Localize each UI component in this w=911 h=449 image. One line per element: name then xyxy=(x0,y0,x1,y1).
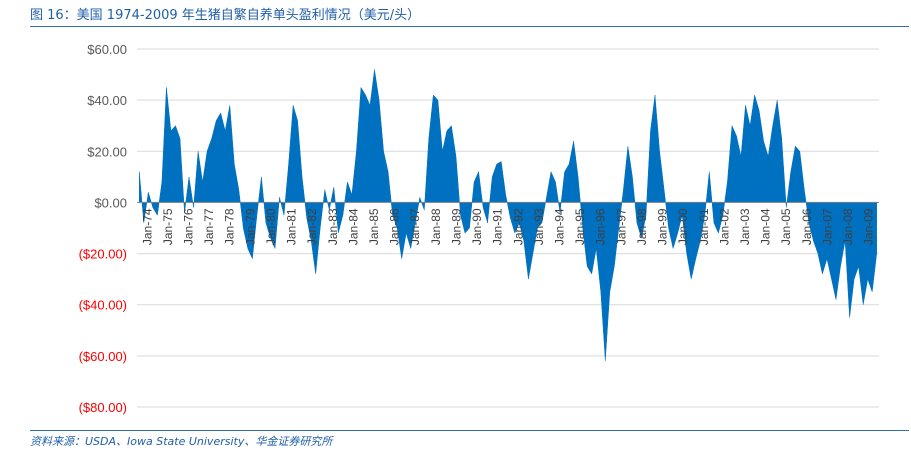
x-tick-label: Jan-79 xyxy=(243,208,257,245)
x-tick-label: Jan-86 xyxy=(388,208,402,245)
y-tick-label: ($80.00) xyxy=(79,400,127,415)
x-tick-label: Jan-99 xyxy=(656,208,670,245)
x-tick-label: Jan-92 xyxy=(511,208,525,245)
y-tick-label: ($40.00) xyxy=(79,298,127,313)
source-rule xyxy=(30,430,909,431)
x-tick-label: Jan-04 xyxy=(759,208,773,245)
x-tick-label: Jan-82 xyxy=(305,208,319,245)
x-tick-label: Jan-96 xyxy=(594,208,608,245)
y-tick-label: $0.00 xyxy=(94,195,127,210)
x-tick-label: Jan-93 xyxy=(532,208,546,245)
x-tick-label: Jan-78 xyxy=(223,208,237,245)
y-tick-label: ($20.00) xyxy=(79,247,127,262)
x-tick-label: Jan-97 xyxy=(614,208,628,245)
y-tick-label: $20.00 xyxy=(87,144,127,159)
x-tick-label: Jan-98 xyxy=(635,208,649,245)
title-underline xyxy=(30,26,909,27)
x-tick-label: Jan-05 xyxy=(779,208,793,245)
x-tick-label: Jan-00 xyxy=(676,208,690,245)
x-tick-label: Jan-87 xyxy=(408,208,422,245)
y-tick-label: $60.00 xyxy=(87,42,127,57)
x-tick-label: Jan-84 xyxy=(346,208,360,245)
x-tick-label: Jan-03 xyxy=(738,208,752,245)
x-tick-label: Jan-01 xyxy=(697,208,711,245)
x-tick-label: Jan-94 xyxy=(553,208,567,245)
x-tick-label: Jan-07 xyxy=(820,208,834,245)
x-tick-label: Jan-06 xyxy=(800,208,814,245)
x-tick-label: Jan-02 xyxy=(717,208,731,245)
x-tick-label: Jan-85 xyxy=(367,208,381,245)
profit-area-series xyxy=(139,69,877,362)
y-tick-label: $40.00 xyxy=(87,93,127,108)
source-note: 资料来源：USDA、Iowa State University、华金证券研究所 xyxy=(30,435,333,448)
y-tick-label: ($60.00) xyxy=(79,349,127,364)
figure-title: 图 16：美国 1974-2009 年生猪自繁自养单头盈利情况（美元/头） xyxy=(30,8,421,23)
x-tick-label: Jan-90 xyxy=(470,208,484,245)
x-tick-label: Jan-91 xyxy=(491,208,505,245)
x-tick-label: Jan-88 xyxy=(429,208,443,245)
x-tick-label: Jan-95 xyxy=(573,208,587,245)
x-tick-label: Jan-83 xyxy=(326,208,340,245)
x-tick-label: Jan-08 xyxy=(841,208,855,245)
x-tick-label: Jan-81 xyxy=(285,208,299,245)
x-tick-label: Jan-09 xyxy=(862,208,876,245)
x-tick-label: Jan-89 xyxy=(449,208,463,245)
x-tick-label: Jan-77 xyxy=(202,208,216,245)
x-tick-label: Jan-80 xyxy=(264,208,278,245)
x-tick-label: Jan-74 xyxy=(140,208,154,245)
x-tick-label: Jan-75 xyxy=(161,208,175,245)
x-tick-label: Jan-76 xyxy=(182,208,196,245)
